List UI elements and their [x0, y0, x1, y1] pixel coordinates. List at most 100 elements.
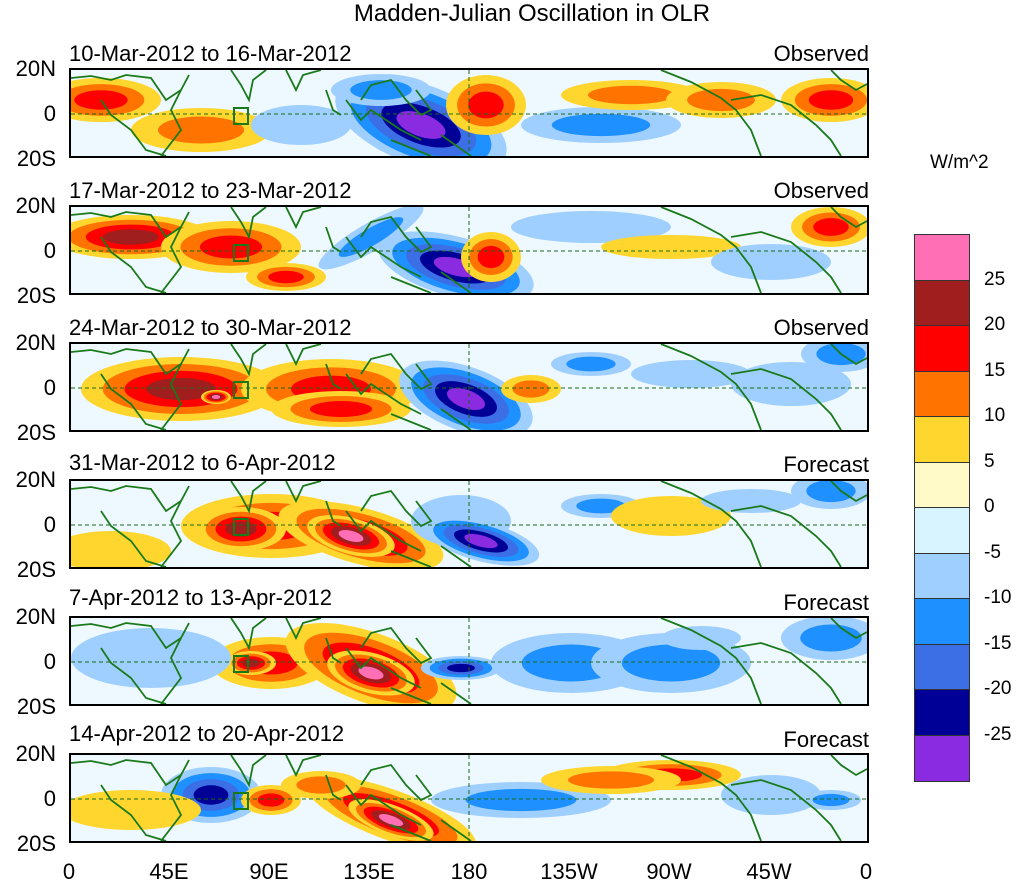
colorbar-swatch	[915, 690, 969, 736]
coastline	[100, 784, 167, 841]
coastline	[285, 481, 322, 504]
olr-anomaly-map-4	[71, 481, 867, 567]
olr-anomaly-map-6	[71, 755, 867, 841]
coastline	[360, 215, 433, 254]
anomaly-contour	[566, 356, 616, 372]
colorbar-swatch	[915, 280, 969, 326]
region-box	[233, 518, 249, 536]
lat-label-20n: 20N	[15, 330, 56, 355]
coastline	[830, 207, 867, 229]
anomaly-contour	[806, 481, 856, 503]
anomaly-contour	[808, 90, 854, 110]
colorbar-swatch	[915, 508, 969, 554]
colorbar-level-label: 20	[984, 314, 1006, 335]
lat-label-20n: 20N	[15, 193, 56, 218]
anomaly-contour	[309, 401, 373, 417]
anomaly-contour	[268, 270, 304, 284]
colorbar-swatch	[915, 235, 969, 281]
lat-label-20s: 20S	[16, 694, 56, 719]
anomaly-contour	[338, 217, 404, 257]
colorbar-swatch	[915, 462, 969, 508]
panel-1-date-range: 10-Mar-2012 to 16-Mar-2012	[69, 41, 352, 66]
lon-label-45w: 45W	[746, 859, 792, 884]
coastline	[285, 755, 322, 778]
coastline	[325, 226, 422, 278]
coastline	[71, 74, 190, 102]
lat-label-0: 0	[43, 101, 56, 126]
coastline	[660, 70, 762, 156]
anomaly-contour	[812, 793, 850, 807]
map-panel-5	[69, 616, 869, 706]
colorbar-level-label: 25	[984, 268, 1006, 290]
coastline	[325, 89, 422, 141]
colorbar-level-label: -10	[984, 587, 1012, 608]
lat-label-0: 0	[43, 238, 56, 263]
anomaly-contour	[103, 229, 159, 245]
lat-label-0: 0	[43, 512, 56, 537]
colorbar-swatch	[915, 326, 969, 372]
lon-label-45e: 45E	[149, 859, 189, 884]
colorbar-level-label: 15	[984, 359, 1006, 381]
anomaly-contour	[338, 530, 364, 542]
colorbar-level-label: -5	[984, 541, 1001, 563]
coastline	[100, 99, 167, 156]
coastline	[730, 231, 842, 293]
coastline	[830, 481, 867, 503]
coastline	[360, 352, 433, 391]
coastline	[71, 622, 190, 650]
coastline	[71, 211, 190, 239]
coastline	[660, 618, 762, 704]
coastline	[360, 489, 433, 528]
coastline	[325, 637, 422, 689]
coastline	[390, 134, 472, 156]
anomaly-contour	[378, 814, 404, 826]
panel-5-date-range: 7-Apr-2012 to 13-Apr-2012	[69, 585, 332, 610]
coastline	[730, 94, 842, 156]
panel-6-kind: Forecast	[783, 727, 869, 752]
anomaly-contour	[576, 498, 626, 514]
anomaly-contour	[631, 360, 751, 388]
coastline	[285, 344, 322, 367]
chart-title: Madden-Julian Oscillation in OLR	[353, 0, 711, 27]
coastline	[830, 344, 867, 366]
coastline	[730, 368, 842, 430]
map-panel-2	[69, 205, 869, 295]
region-box	[233, 381, 249, 399]
coastline	[71, 348, 190, 376]
colorbar-swatch	[915, 553, 969, 599]
coastline	[730, 779, 842, 841]
lon-label-180: 180	[450, 859, 488, 884]
coastline	[660, 344, 762, 430]
lat-label-20s: 20S	[16, 831, 56, 856]
coastline	[660, 755, 762, 841]
coastline	[160, 774, 183, 841]
colorbar	[914, 234, 970, 782]
coastline	[360, 78, 433, 117]
colorbar-level-label: 0	[984, 496, 995, 517]
coastline	[390, 408, 472, 430]
map-panel-3	[69, 342, 869, 432]
colorbar-swatch	[915, 417, 969, 463]
panel-4-date-range: 31-Mar-2012 to 6-Apr-2012	[69, 450, 336, 475]
coastline	[390, 271, 472, 293]
anomaly-contour	[193, 785, 229, 805]
anomaly-contour	[731, 362, 851, 406]
coastline	[830, 618, 867, 640]
anomaly-contour	[477, 245, 505, 269]
anomaly-contour	[468, 91, 504, 119]
colorbar-level-label: -25	[984, 723, 1012, 745]
colorbar-swatch	[915, 735, 969, 781]
anomaly-contour	[358, 666, 384, 680]
olr-anomaly-map-1	[71, 70, 867, 156]
colorbar-level-label: 5	[984, 450, 995, 472]
anomaly-contour	[611, 496, 731, 536]
anomaly-contour	[601, 235, 741, 259]
colorbar-level-label: -15	[984, 632, 1012, 654]
coastline	[390, 682, 472, 704]
coastline	[100, 373, 167, 430]
coastline	[100, 647, 167, 704]
panel-3-date-range: 24-Mar-2012 to 30-Mar-2012	[69, 315, 352, 340]
lon-label-0: 0	[62, 859, 76, 884]
panel-5-kind: Forecast	[783, 590, 869, 615]
anomaly-contour	[621, 644, 721, 682]
